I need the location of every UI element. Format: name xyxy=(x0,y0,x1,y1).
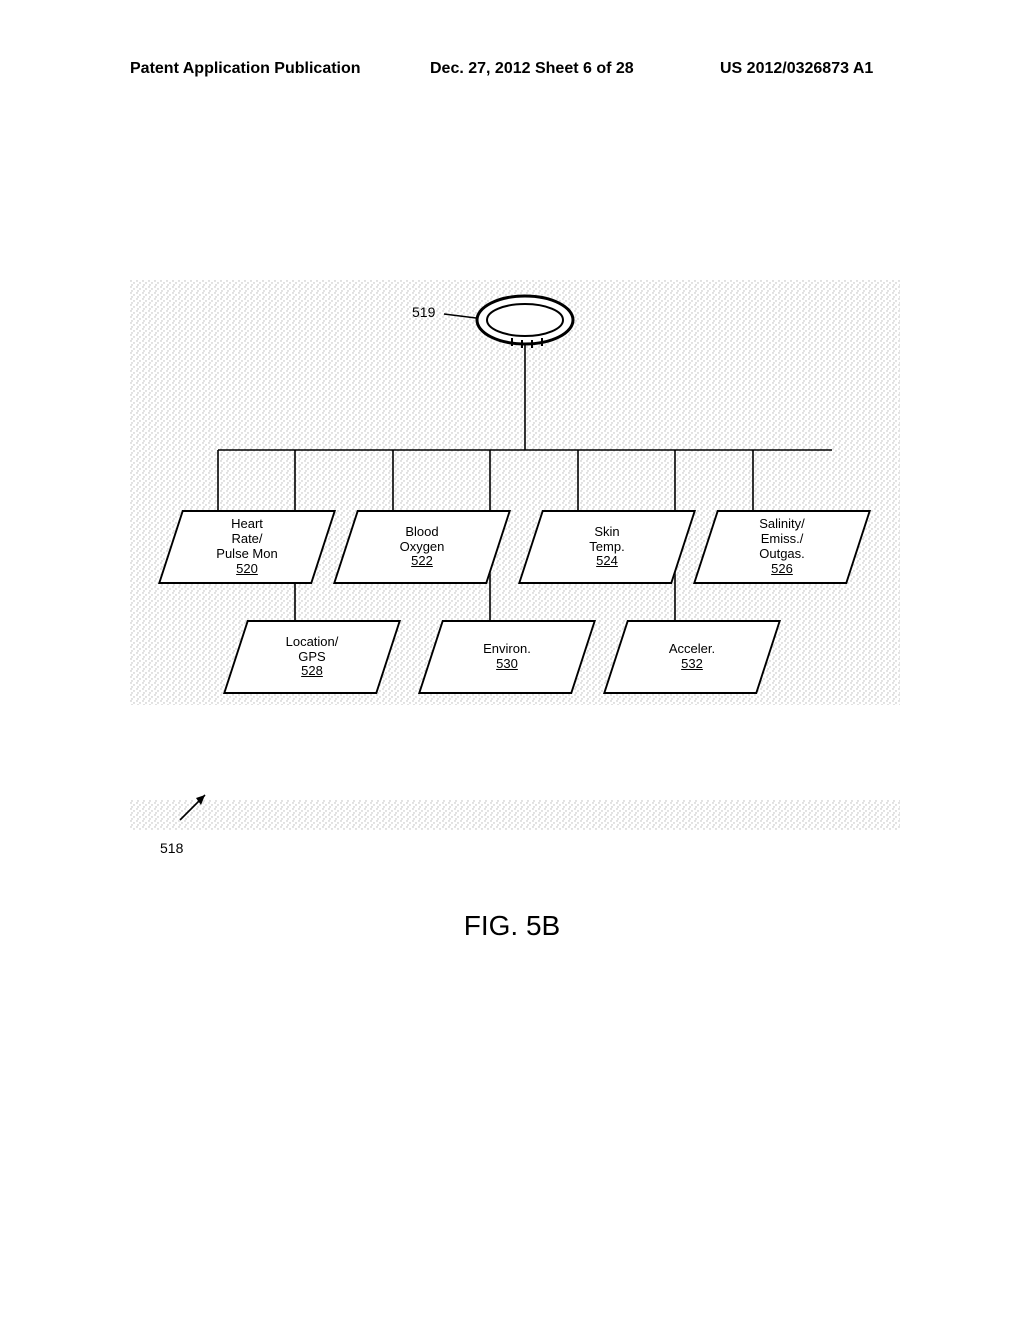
node-acceler: Acceler. 532 xyxy=(603,620,781,694)
node-environ-label: Environ. 530 xyxy=(432,622,582,692)
node-blood-oxygen: Blood Oxygen 522 xyxy=(333,510,511,584)
header-center: Dec. 27, 2012 Sheet 6 of 28 xyxy=(430,60,634,78)
node-acceler-label: Acceler. 532 xyxy=(617,622,767,692)
node-skin-temp: Skin Temp. 524 xyxy=(518,510,696,584)
ref-label-519: 519 xyxy=(412,304,435,320)
node-location-gps: Location/ GPS 528 xyxy=(223,620,401,694)
header-right: US 2012/0326873 A1 xyxy=(720,60,873,78)
node-environ: Environ. 530 xyxy=(418,620,596,694)
node-salinity-label: Salinity/ Emiss./ Outgas. 526 xyxy=(707,512,857,582)
figure-label: FIG. 5B xyxy=(0,910,1024,942)
node-heart-rate: Heart Rate/ Pulse Mon 520 xyxy=(158,510,336,584)
node-location-gps-label: Location/ GPS 528 xyxy=(237,622,387,692)
page: Patent Application Publication Dec. 27, … xyxy=(0,0,1024,1320)
node-skin-temp-label: Skin Temp. 524 xyxy=(532,512,682,582)
ref-label-518: 518 xyxy=(160,840,183,856)
node-blood-oxygen-label: Blood Oxygen 522 xyxy=(347,512,497,582)
node-salinity: Salinity/ Emiss./ Outgas. 526 xyxy=(693,510,871,584)
node-heart-rate-label: Heart Rate/ Pulse Mon 520 xyxy=(172,512,322,582)
sensor-diagram: 519 Heart Rate/ Pulse Mon 520 Blood Oxyg… xyxy=(130,280,900,840)
stipple-area-518 xyxy=(130,800,900,830)
header-left: Patent Application Publication xyxy=(130,60,361,78)
